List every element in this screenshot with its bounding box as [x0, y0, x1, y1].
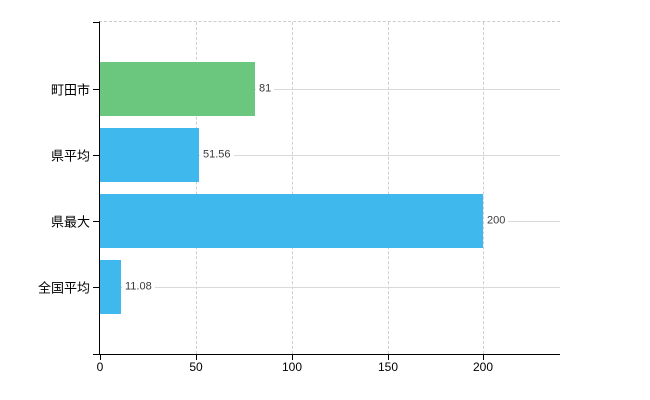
- y-axis-tick: [93, 89, 100, 90]
- x-tick-label: 150: [377, 360, 399, 374]
- category-label: 全国平均: [37, 280, 90, 296]
- y-axis-end-tick: [93, 354, 100, 355]
- gridline-vertical: [292, 22, 293, 354]
- plot-area: 81 51.56 200 11.08: [93, 21, 560, 360]
- bar-value-label: 200: [484, 214, 509, 228]
- bar-value-label: 81: [256, 82, 275, 96]
- y-axis-end-tick: [93, 22, 100, 23]
- bar-value-label: 51.56: [200, 148, 234, 162]
- bar[interactable]: [100, 128, 199, 182]
- y-axis-tick: [93, 221, 100, 222]
- category-label: 県平均: [50, 148, 90, 164]
- bar[interactable]: [100, 62, 255, 116]
- x-axis-tick: [388, 355, 389, 360]
- x-tick-label: 0: [96, 360, 104, 374]
- bar-value-label: 11.08: [122, 280, 155, 294]
- gridline-horizontal: [100, 287, 560, 288]
- category-label: 県最大: [50, 214, 90, 230]
- gridline-horizontal: [100, 155, 560, 156]
- x-tick-label: 50: [189, 360, 203, 374]
- bar[interactable]: [100, 194, 483, 248]
- y-axis-tick: [93, 155, 100, 156]
- category-label: 町田市: [50, 82, 90, 98]
- bar[interactable]: [100, 260, 121, 314]
- x-axis-tick: [100, 355, 101, 360]
- y-axis-tick: [93, 287, 100, 288]
- gridline-vertical: [483, 22, 484, 354]
- x-axis-tick: [483, 355, 484, 360]
- x-axis-tick: [196, 355, 197, 360]
- x-axis-tick: [292, 355, 293, 360]
- gridline-vertical: [196, 22, 197, 354]
- x-tick-label: 100: [281, 360, 303, 374]
- gridline-vertical: [388, 22, 389, 354]
- x-tick-label: 200: [472, 360, 494, 374]
- gridline-horizontal: [100, 89, 560, 90]
